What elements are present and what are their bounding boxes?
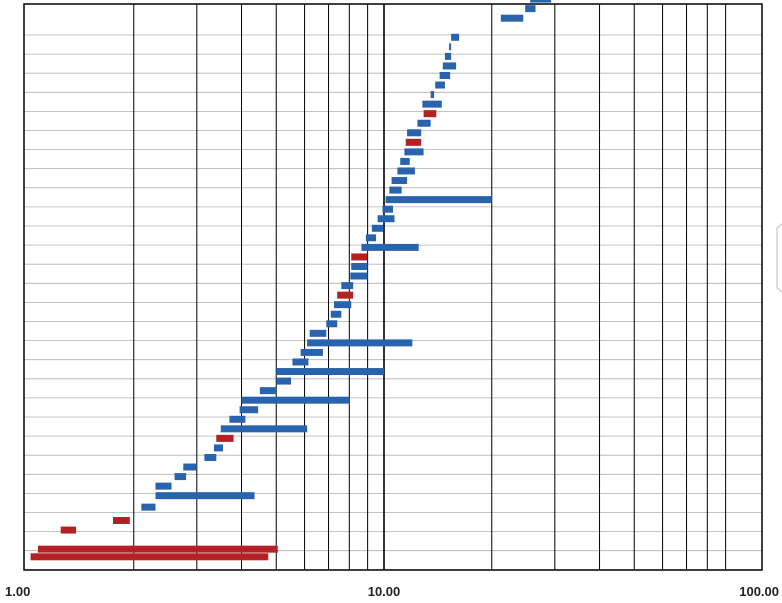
range-bar xyxy=(30,553,269,561)
range-bar xyxy=(337,291,354,299)
range-bar xyxy=(442,62,457,70)
range-bar xyxy=(276,377,292,385)
range-bar xyxy=(530,0,552,3)
range-bar xyxy=(405,138,422,146)
range-bar xyxy=(155,482,172,490)
range-bar xyxy=(341,282,354,290)
range-bar xyxy=(444,52,452,60)
range-bar xyxy=(389,186,402,194)
x-tick-labels: 1.00 10.00 100.00 xyxy=(5,584,779,599)
range-bar xyxy=(361,243,419,251)
range-bar xyxy=(350,272,368,280)
range-bar xyxy=(307,339,413,347)
range-bar xyxy=(183,463,197,471)
range-bar xyxy=(400,157,410,165)
range-bar xyxy=(326,320,338,328)
range-bar xyxy=(259,387,277,395)
range-bar xyxy=(213,444,223,452)
range-bar xyxy=(330,310,342,318)
range-bar xyxy=(239,406,259,414)
range-bar xyxy=(439,71,451,79)
range-bar xyxy=(204,453,217,461)
range-bar xyxy=(451,33,460,41)
range-bar xyxy=(377,215,395,223)
range-bar xyxy=(334,301,352,309)
x-tick-label: 10.00 xyxy=(368,584,401,599)
range-bar xyxy=(397,167,415,175)
range-bar xyxy=(37,545,278,553)
partial-legend-edge xyxy=(776,223,782,293)
x-tick-label: 100.00 xyxy=(739,584,779,599)
range-bar xyxy=(404,148,424,156)
range-bar xyxy=(216,434,234,442)
plot-frame xyxy=(23,3,763,571)
range-bar xyxy=(417,119,431,127)
range-bar xyxy=(525,5,536,13)
range-bar xyxy=(174,473,187,481)
range-bar xyxy=(500,14,524,22)
range-bar xyxy=(155,492,255,500)
range-bar xyxy=(365,234,377,242)
range-bar xyxy=(391,177,408,185)
range-bar xyxy=(351,253,368,261)
range-bar xyxy=(229,415,246,423)
range-bar xyxy=(351,262,368,270)
range-bar xyxy=(407,129,422,137)
range-bar xyxy=(449,43,452,51)
range-bar xyxy=(435,81,445,89)
grid xyxy=(24,4,762,571)
range-bar xyxy=(241,396,350,404)
range-bar xyxy=(422,100,442,108)
range-bar xyxy=(309,329,327,337)
range-bar xyxy=(60,526,77,534)
range-bar xyxy=(141,503,156,511)
range-bar xyxy=(292,358,309,366)
range-bar xyxy=(300,348,323,356)
bars xyxy=(30,0,552,561)
range-bar xyxy=(276,368,384,376)
range-bar xyxy=(382,205,394,213)
range-bar xyxy=(371,224,384,232)
range-bar xyxy=(423,110,437,118)
x-tick-label: 1.00 xyxy=(5,584,30,599)
range-bar xyxy=(385,196,492,204)
range-bar xyxy=(113,517,130,525)
range-bar xyxy=(220,425,308,433)
range-bar xyxy=(430,91,435,99)
